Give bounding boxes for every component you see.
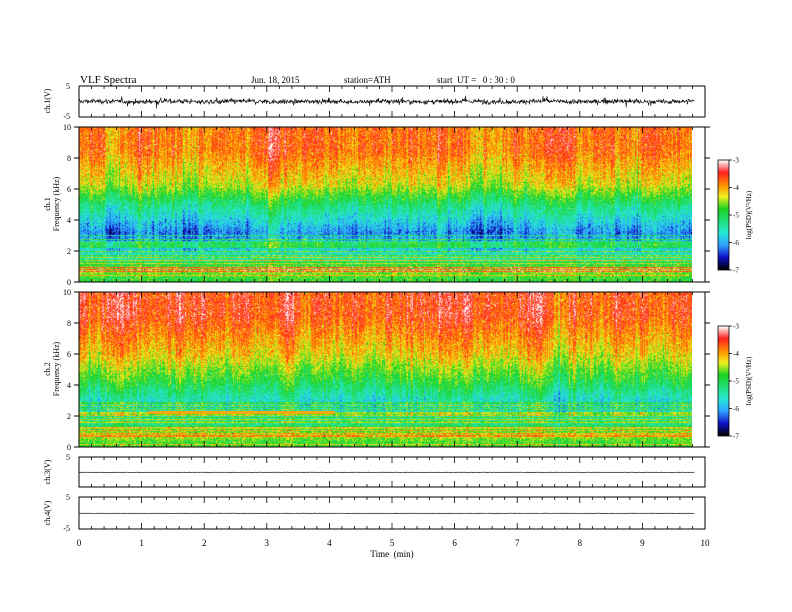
ch2-spectrogram-image (79, 292, 692, 447)
ch1-frequency-tick-label: 2 (67, 247, 71, 256)
ch2-frequency-ticks: 0 2 4 6 8 10 (63, 288, 710, 452)
ch2-frequency-ylabel: Frequency (kHz) (52, 341, 61, 396)
start-ut-label: start UT = 0 : 30 : 0 (437, 75, 515, 85)
ch1-ytick-bottom: -5 (63, 112, 70, 121)
ch1-spectrogram-panel: 0 2 4 6 8 10 Frequency (kHz) ch.1 (43, 123, 710, 287)
time-axis-label: Time (min) (370, 549, 413, 559)
ch1-frequency-tick-label: 6 (67, 185, 71, 194)
station-label: station=ATH (344, 75, 391, 85)
ch2-frequency-tick-label: 0 (67, 443, 71, 452)
ch1-colorbar-gradient (718, 160, 729, 270)
ch2-colorbar-gradient (718, 326, 729, 436)
time-tick-label: 8 (578, 538, 583, 548)
ch1-frequency-tick-label: 8 (67, 154, 71, 163)
ch4-ylabel: ch.4(V) (43, 500, 52, 525)
ch2-colorbar-ticks: -3 -4 -5 -6 -7 (729, 323, 739, 441)
ch2-channel-label: ch.2 (43, 362, 52, 376)
time-tick-label: 5 (390, 538, 395, 548)
ch1-frequency-tick-label: 10 (63, 123, 71, 132)
ch2-frequency-tick-label: 8 (67, 319, 71, 328)
time-tick-label: 4 (327, 538, 332, 548)
ch3-ytick-top: 5 (66, 453, 70, 462)
time-axis-tick-labels: 0 1 2 3 4 5 6 7 8 9 10 (77, 538, 710, 548)
ch2-frequency-tick-label: 2 (67, 412, 71, 421)
figure-title: VLF Spectra (80, 74, 137, 86)
ch1-colorbar-ticks: -3 -4 -5 -6 -7 (729, 157, 739, 275)
ch2-colorbar-tick-label: -6 (733, 405, 739, 413)
ch4-waveform-panel: 5 -5 ch.4(V) (43, 493, 706, 533)
ch2-frequency-tick-label: 6 (67, 350, 71, 359)
ch1-spectrogram-image (79, 127, 692, 282)
ch2-colorbar-tick-label: -4 (733, 350, 739, 358)
ch2-colorbar-label: log(PSD)(V²/Hz) (745, 356, 753, 405)
time-tick-label: 2 (202, 538, 207, 548)
time-tick-label: 1 (139, 538, 144, 548)
ch1-waveform-panel: 5 -5 ch.1(V) (43, 82, 706, 121)
ch2-frequency-tick-label: 10 (63, 288, 71, 297)
ch1-frequency-tick-label: 0 (67, 278, 71, 287)
ch3-ylabel: ch.3(V) (43, 459, 52, 484)
time-tick-label: 6 (452, 538, 457, 548)
time-tick-label: 10 (701, 538, 711, 548)
ch1-colorbar: -3 -4 -5 -6 -7 log(PSD)(V²/Hz) (717, 157, 753, 275)
date-label: Jun. 18, 2015 (251, 75, 300, 85)
ch2-colorbar-tick-label: -5 (733, 378, 739, 386)
ch1-colorbar-tick-label: -7 (733, 267, 739, 275)
ch1-colorbar-tick-label: -4 (733, 184, 739, 192)
ch1-frequency-ticks: 0 2 4 6 8 10 (63, 123, 710, 287)
ch1-colorbar-tick-label: -3 (733, 157, 739, 165)
ch2-colorbar: -3 -4 -5 -6 -7 log(PSD)(V²/Hz) (717, 323, 753, 441)
time-tick-label: 9 (640, 538, 645, 548)
ch2-colorbar-tick-label: -7 (733, 433, 739, 441)
ch1-colorbar-tick-label: -5 (733, 212, 739, 220)
ch1-colorbar-tick-label: -6 (733, 239, 739, 247)
time-axis-ticks (78, 86, 706, 529)
time-tick-label: 7 (515, 538, 520, 548)
ch3-waveform-panel: 5 ch.3(V) (43, 453, 706, 488)
ch1-ytick-top: 5 (66, 82, 70, 91)
ch4-ytick-bottom: -5 (63, 524, 70, 533)
ch1-waveform-trace (78, 95, 695, 109)
ch1-colorbar-label: log(PSD)(V²/Hz) (745, 190, 753, 239)
ch1-channel-label: ch.1 (43, 197, 52, 211)
ch2-spectrogram-panel: 0 2 4 6 8 10 Frequency (kHz) ch.2 (43, 288, 710, 452)
time-tick-label: 0 (77, 538, 82, 548)
time-tick-label: 3 (265, 538, 270, 548)
ch4-ytick-top: 5 (66, 493, 70, 502)
ch1-frequency-ylabel: Frequency (kHz) (52, 176, 61, 231)
ch2-colorbar-tick-label: -3 (733, 323, 739, 331)
ch1-frequency-tick-label: 4 (67, 216, 71, 225)
ch2-frequency-tick-label: 4 (67, 381, 71, 390)
ch1-ylabel: ch.1(V) (43, 88, 52, 113)
